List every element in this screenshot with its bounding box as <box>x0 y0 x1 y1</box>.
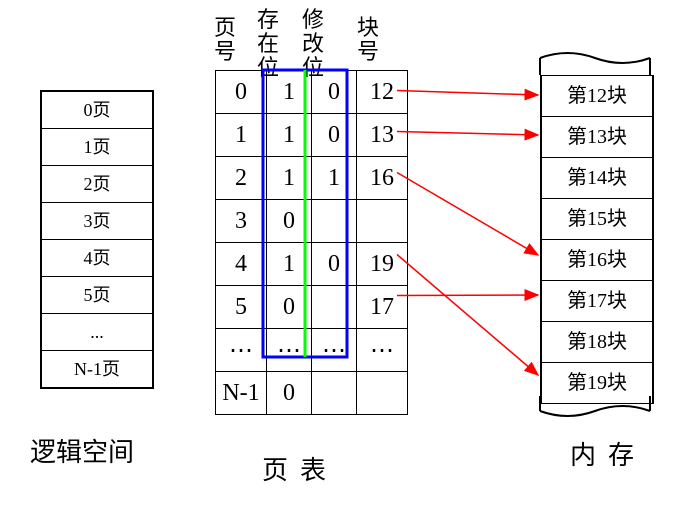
page-table-cell: 1 <box>267 157 312 200</box>
page-table-cell: 0 <box>216 71 267 114</box>
page-table-grid: 01012110132111630410195017⋯⋯⋯⋯N-10 <box>215 70 408 415</box>
page-table-cell: 0 <box>312 114 357 157</box>
page-table-cell: 17 <box>357 286 408 329</box>
logical-row: 1页 <box>42 129 152 166</box>
page-table-cell: 0 <box>267 286 312 329</box>
page-table-cell: ⋯ <box>216 329 267 372</box>
page-table-cell: 1 <box>312 157 357 200</box>
page-table-cell <box>357 200 408 243</box>
page-table-cell: 0 <box>267 372 312 415</box>
memory-row: 第12块 <box>542 75 652 117</box>
memory-row: 第16块 <box>542 240 652 281</box>
page-table-cell: 0 <box>312 243 357 286</box>
logical-row: N-1页 <box>42 351 152 387</box>
page-table-cell: 0 <box>312 71 357 114</box>
memory-row: 第14块 <box>542 158 652 199</box>
page-table: 01012110132111630410195017⋯⋯⋯⋯N-10 <box>215 70 408 415</box>
page-table-cell: N-1 <box>216 372 267 415</box>
logical-row: 3页 <box>42 203 152 240</box>
logical-row: 2页 <box>42 166 152 203</box>
page-table-label: 页表 <box>262 450 338 487</box>
page-table-cell: 1 <box>216 114 267 157</box>
memory-label: 内存 <box>570 435 646 472</box>
logical-row: 0页 <box>42 92 152 129</box>
logical-space-table: 0页1页2页3页4页5页...N-1页 <box>40 90 154 389</box>
page-table-cell: 4 <box>216 243 267 286</box>
memory-row: 第15块 <box>542 199 652 240</box>
header-block-no-text: 块号 <box>357 15 379 64</box>
page-table-cell <box>312 286 357 329</box>
memory-row: 第18块 <box>542 322 652 363</box>
logical-row: ... <box>42 314 152 351</box>
logical-row: 4页 <box>42 240 152 277</box>
page-table-cell: 1 <box>267 243 312 286</box>
header-page-no: 页号 <box>210 16 240 64</box>
page-table-cell <box>312 200 357 243</box>
page-table-cell <box>357 372 408 415</box>
page-table-cell: 1 <box>267 71 312 114</box>
page-table-cell: 12 <box>357 71 408 114</box>
page-table-cell: ⋯ <box>267 329 312 372</box>
page-table-cell: 16 <box>357 157 408 200</box>
page-table-cell: 0 <box>267 200 312 243</box>
page-table-cell: ⋯ <box>312 329 357 372</box>
logical-row: 5页 <box>42 277 152 314</box>
memory-row: 第13块 <box>542 117 652 158</box>
page-table-cell: 13 <box>357 114 408 157</box>
page-table-cell: ⋯ <box>357 329 408 372</box>
memory-table: 第12块第13块第14块第15块第16块第17块第18块第19块 <box>540 75 654 404</box>
header-block-no: 块号 <box>353 16 383 64</box>
page-table-cell: 2 <box>216 157 267 200</box>
logical-space-label: 逻辑空间 <box>30 432 134 469</box>
memory-row: 第17块 <box>542 281 652 322</box>
page-table-cell: 5 <box>216 286 267 329</box>
header-page-no-text: 页号 <box>214 15 236 64</box>
page-table-cell: 3 <box>216 200 267 243</box>
page-table-cell: 1 <box>267 114 312 157</box>
page-table-cell: 19 <box>357 243 408 286</box>
page-table-cell <box>312 372 357 415</box>
memory-row: 第19块 <box>542 363 652 404</box>
